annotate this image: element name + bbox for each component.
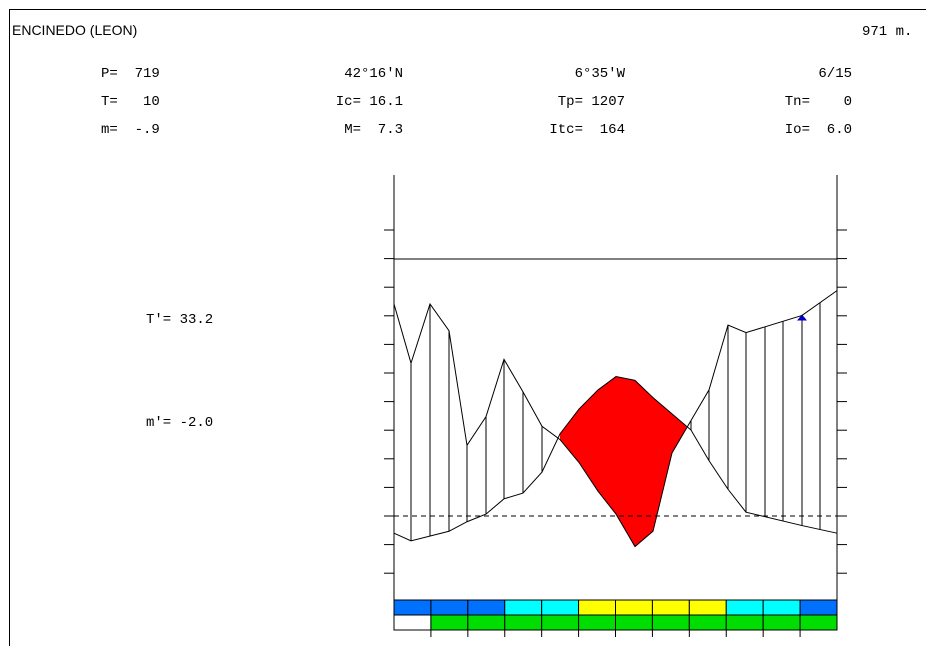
bar-bottom-10 xyxy=(725,614,764,631)
stat-min-temp: m= -.9 xyxy=(101,122,160,138)
bar-top-8 xyxy=(651,599,690,616)
surplus-cap xyxy=(797,314,807,321)
stat-itc: Itc= 164 xyxy=(549,122,625,138)
stat-years: 6/15 xyxy=(818,66,852,82)
bar-bottom-5 xyxy=(541,614,580,631)
bar-bottom-4 xyxy=(504,614,543,631)
stat-tp: Tp= 1207 xyxy=(557,94,625,110)
station-altitude: 971 m. xyxy=(862,24,913,40)
series-line-1 xyxy=(393,376,838,542)
t-prime-label: T'= 33.2 xyxy=(146,312,214,328)
stat-latitude: 42°16'N xyxy=(344,66,403,82)
bar-top-11 xyxy=(762,599,801,616)
series-line-2 xyxy=(393,290,838,548)
bar-bottom-9 xyxy=(688,614,727,631)
bar-bottom-1 xyxy=(393,614,432,631)
bar-bottom-8 xyxy=(651,614,690,631)
bar-bottom-12 xyxy=(799,614,838,631)
bar-top-6 xyxy=(578,599,616,616)
bar-top-7 xyxy=(615,599,653,616)
m-prime-label: m'= -2.0 xyxy=(146,415,214,431)
bar-bottom-6 xyxy=(578,614,616,631)
diagram-frame xyxy=(9,9,926,646)
bar-bottom-3 xyxy=(467,614,506,631)
bar-bottom-7 xyxy=(615,614,653,631)
stat-max-temp: M= 7.3 xyxy=(344,122,403,138)
stat-precipitation: P= 719 xyxy=(101,66,160,82)
bar-top-1 xyxy=(393,599,432,616)
bar-top-5 xyxy=(541,599,580,616)
stat-longitude: 6°35'W xyxy=(574,66,625,82)
stat-ic: Ic= 16.1 xyxy=(335,94,403,110)
bar-bottom-11 xyxy=(762,614,801,631)
stat-tn: Tn= 0 xyxy=(784,94,852,110)
bar-bottom-2 xyxy=(430,614,469,631)
bar-top-9 xyxy=(688,599,727,616)
station-name: ENCINEDO (LEON) xyxy=(12,22,138,38)
stat-temperature: T= 10 xyxy=(101,94,160,110)
stat-io: Io= 6.0 xyxy=(784,122,852,138)
bar-top-12 xyxy=(799,599,838,616)
deficit-area xyxy=(560,376,687,547)
bar-top-4 xyxy=(504,599,543,616)
bar-top-3 xyxy=(467,599,506,616)
bar-top-2 xyxy=(430,599,469,616)
bar-top-10 xyxy=(725,599,764,616)
